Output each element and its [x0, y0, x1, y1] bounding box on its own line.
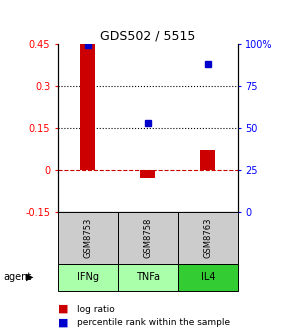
Bar: [118, 264, 178, 291]
Bar: [140, 170, 155, 178]
Text: IFNg: IFNg: [77, 272, 99, 282]
Title: GDS502 / 5515: GDS502 / 5515: [100, 30, 195, 43]
Text: GSM8763: GSM8763: [203, 217, 212, 258]
Bar: [200, 150, 215, 170]
Text: TNFa: TNFa: [136, 272, 160, 282]
Text: GSM8753: GSM8753: [84, 217, 93, 258]
Text: percentile rank within the sample: percentile rank within the sample: [77, 318, 230, 327]
Bar: [58, 264, 118, 291]
Text: ■: ■: [58, 304, 68, 314]
Text: GSM8758: GSM8758: [143, 217, 153, 258]
Bar: [178, 212, 238, 264]
Text: agent: agent: [3, 272, 31, 282]
Bar: [178, 264, 238, 291]
Text: log ratio: log ratio: [77, 305, 115, 313]
Text: IL4: IL4: [201, 272, 215, 282]
Bar: [118, 212, 178, 264]
Bar: [80, 44, 95, 170]
Text: ■: ■: [58, 318, 68, 328]
Text: ▶: ▶: [26, 272, 34, 282]
Bar: [58, 212, 118, 264]
